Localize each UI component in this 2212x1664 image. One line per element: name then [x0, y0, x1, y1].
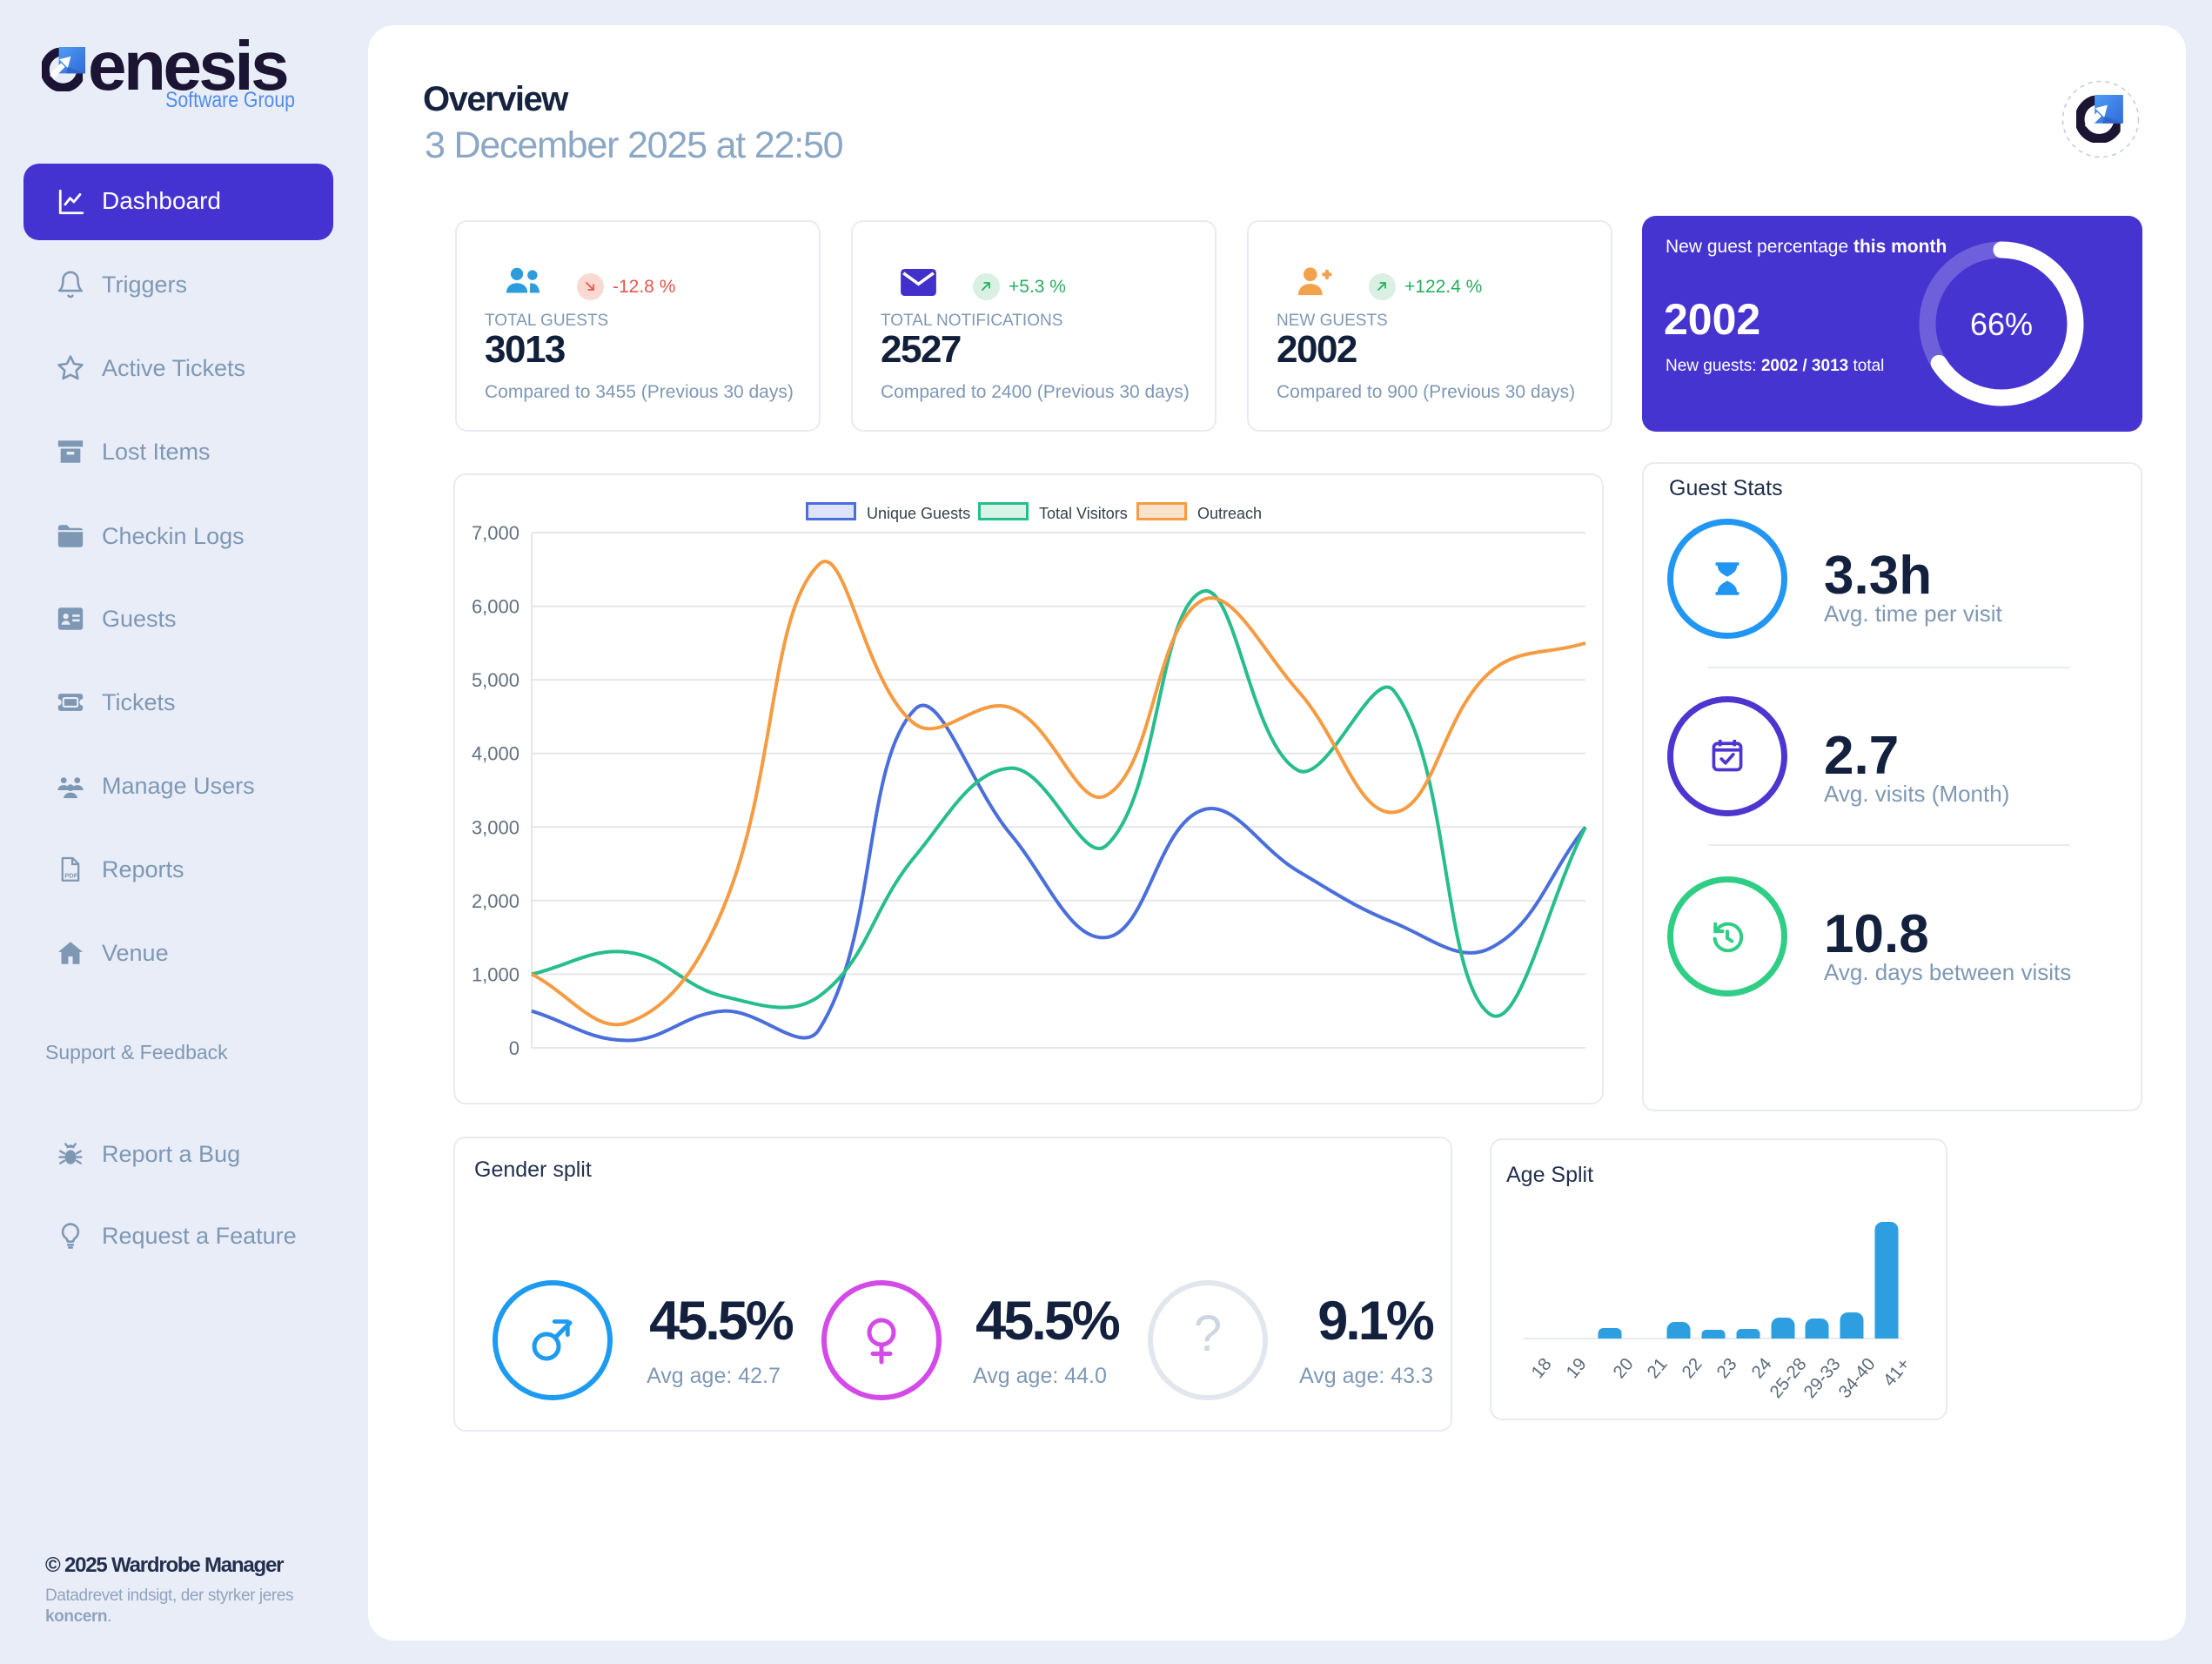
- svg-text:5,000: 5,000: [472, 669, 519, 691]
- svg-text:3,000: 3,000: [472, 816, 519, 838]
- svg-text:7,000: 7,000: [472, 522, 519, 544]
- svg-text:4,000: 4,000: [472, 743, 519, 765]
- svg-text:0: 0: [509, 1037, 519, 1059]
- svg-text:PDF: PDF: [64, 871, 78, 879]
- svg-text:6,000: 6,000: [472, 596, 519, 618]
- svg-text:2,000: 2,000: [472, 890, 519, 912]
- svg-text:1,000: 1,000: [472, 963, 519, 985]
- svg-text:66%: 66%: [1970, 306, 2033, 342]
